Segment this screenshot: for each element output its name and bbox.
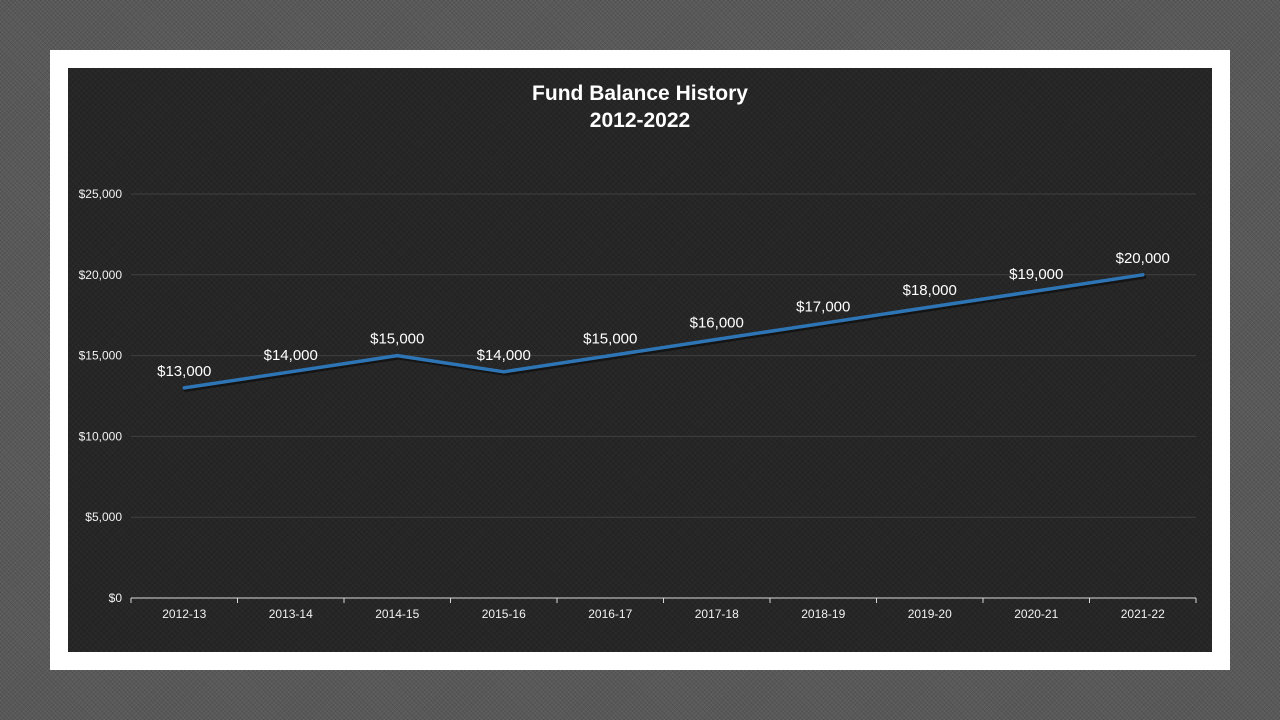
chart-subtitle: 2012-2022 — [590, 109, 690, 132]
line-chart: Fund Balance History 2012-2022 $0$5,000$… — [79, 82, 1197, 621]
data-label: $18,000 — [903, 282, 957, 299]
data-label: $17,000 — [796, 298, 850, 315]
series-line-shadow — [183, 274, 1147, 392]
data-label: $13,000 — [157, 363, 211, 380]
x-tick-label: 2017-18 — [695, 607, 739, 621]
y-tick-label: $0 — [109, 591, 123, 605]
data-label: $16,000 — [690, 314, 744, 331]
chart-title: Fund Balance History — [532, 82, 748, 105]
x-axis — [130, 597, 1197, 603]
x-tick-label: 2012-13 — [162, 607, 206, 621]
y-axis-tick-labels: $0 $5,000 $10,000 $15,000 $20,000 $25,000 — [79, 187, 123, 605]
x-tick-label: 2013-14 — [269, 607, 313, 621]
x-tick-label: 2016-17 — [588, 607, 632, 621]
chart-area: Fund Balance History 2012-2022 $0 $5,000 $… — [68, 68, 1212, 652]
y-tick-label: $15,000 — [79, 349, 123, 363]
data-label: $15,000 — [583, 331, 637, 348]
series-line-layer — [182, 273, 1147, 392]
x-tick-label: 2021-22 — [1121, 607, 1165, 621]
series-line — [182, 273, 1145, 390]
y-tick-label: $10,000 — [79, 429, 123, 443]
gridlines — [131, 193, 1196, 518]
data-label: $19,000 — [1009, 266, 1063, 283]
y-tick-label: $20,000 — [79, 268, 123, 282]
x-tick-label: 2018-19 — [801, 607, 845, 621]
x-tick-label: 2015-16 — [482, 607, 526, 621]
x-tick-label: 2020-21 — [1014, 607, 1058, 621]
x-axis-tick-labels: 2012-13 2013-14 2014-15 2015-16 2016-17 2017-… — [162, 607, 1165, 621]
chart-frame: Fund Balance History 2012-2022 $0 $5,000 $… — [50, 50, 1230, 670]
data-label: $20,000 — [1116, 250, 1170, 267]
data-labels: $13,000 $14,000 $15,000 $14,000 $15,000 $16,0… — [157, 250, 1170, 380]
x-tick-label: 2014-15 — [375, 607, 419, 621]
data-label: $14,000 — [477, 347, 531, 364]
y-tick-label: $5,000 — [85, 510, 122, 524]
data-label: $15,000 — [370, 331, 424, 348]
x-tick-label: 2019-20 — [908, 607, 952, 621]
y-tick-label: $25,000 — [79, 187, 123, 201]
data-label: $14,000 — [264, 347, 318, 364]
